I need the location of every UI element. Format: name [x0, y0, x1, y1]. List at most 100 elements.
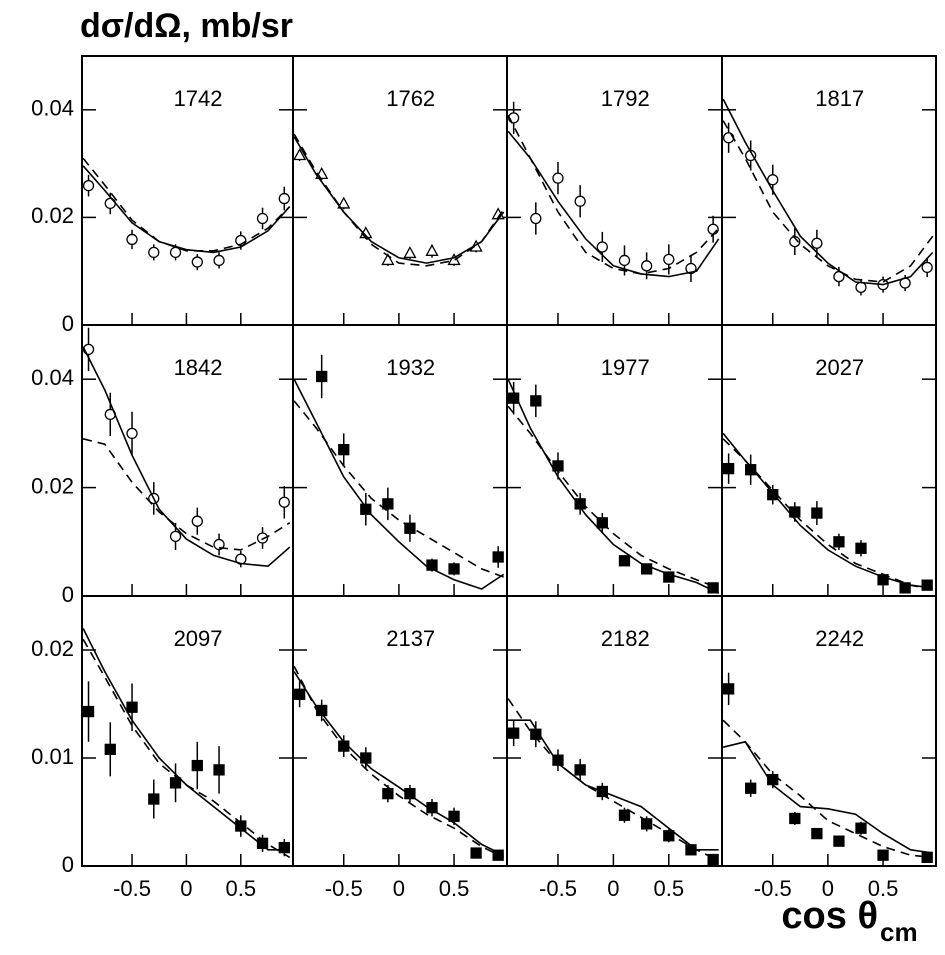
y-tick-label: 0.02 — [31, 636, 74, 661]
marker — [382, 787, 394, 800]
marker — [722, 683, 735, 695]
panel-title: 2027 — [815, 355, 864, 380]
marker — [640, 260, 653, 272]
curve — [293, 671, 505, 856]
y-tick-label: 0 — [62, 582, 74, 607]
curve — [82, 628, 290, 851]
marker — [707, 223, 719, 235]
marker — [921, 261, 933, 274]
marker — [722, 132, 735, 144]
marker — [169, 246, 182, 259]
marker — [767, 174, 779, 186]
y-axis-label: dσ/dΩ, mb/sr — [80, 7, 293, 45]
curve — [293, 400, 504, 578]
marker — [492, 551, 504, 563]
y-tick-label: 0.02 — [31, 203, 74, 228]
curve — [722, 740, 933, 854]
marker — [745, 782, 757, 794]
panel-title: 1762 — [386, 86, 435, 111]
panel-title: 1742 — [174, 86, 223, 111]
marker — [552, 172, 564, 184]
marker — [618, 254, 631, 267]
curve — [293, 133, 505, 267]
marker — [404, 787, 416, 800]
marker — [191, 256, 203, 268]
panel-title: 2097 — [174, 626, 223, 651]
marker — [855, 542, 867, 554]
marker — [338, 444, 350, 456]
y-tick-label: 0.01 — [31, 744, 74, 769]
marker — [921, 579, 933, 591]
marker — [811, 827, 823, 840]
marker — [530, 395, 542, 407]
marker — [745, 464, 757, 476]
marker — [640, 563, 653, 575]
marker — [360, 752, 372, 764]
y-tick-label: 0 — [62, 852, 74, 877]
marker — [618, 555, 631, 567]
marker — [191, 515, 203, 527]
curve — [722, 432, 933, 589]
marker — [104, 197, 116, 210]
marker — [126, 701, 138, 713]
curve — [722, 120, 934, 283]
marker — [293, 688, 306, 700]
marker — [293, 148, 307, 161]
marker — [707, 853, 719, 866]
curve — [508, 719, 719, 851]
marker — [126, 427, 138, 440]
marker — [470, 847, 482, 859]
curve — [82, 157, 291, 252]
x-tick-label: 0.5 — [654, 876, 685, 901]
marker — [169, 530, 182, 543]
marker — [507, 727, 520, 739]
marker — [104, 743, 116, 756]
x-tick-label: 0 — [822, 876, 834, 901]
x-axis-label-sub: cm — [880, 917, 918, 947]
marker — [596, 241, 608, 253]
panel-title: 2182 — [601, 626, 650, 651]
marker — [404, 522, 416, 534]
marker — [425, 243, 439, 256]
marker — [574, 498, 586, 510]
marker — [618, 809, 631, 821]
marker — [278, 841, 290, 854]
marker — [148, 793, 160, 805]
marker — [316, 370, 328, 383]
panel-title: 1842 — [174, 355, 223, 380]
marker — [426, 559, 438, 571]
marker — [278, 496, 290, 508]
curve — [722, 719, 933, 859]
x-tick-label: 0.5 — [868, 876, 899, 901]
panel-title: 1817 — [815, 86, 864, 111]
panel-frame — [721, 595, 937, 867]
marker — [833, 835, 845, 847]
marker — [191, 759, 203, 772]
curve — [293, 136, 505, 264]
marker — [448, 810, 460, 822]
y-tick-label: 0.04 — [31, 365, 74, 390]
curve — [722, 438, 933, 591]
marker — [278, 192, 290, 205]
marker — [811, 507, 823, 519]
marker — [382, 498, 394, 510]
x-tick-label: -0.5 — [754, 876, 792, 901]
curve — [507, 378, 720, 595]
marker — [256, 532, 269, 544]
curve — [82, 165, 291, 254]
x-axis-label: cos θ — [781, 895, 878, 937]
marker — [148, 246, 160, 259]
marker — [126, 233, 138, 246]
marker — [337, 196, 351, 209]
x-tick-label: -0.5 — [113, 876, 151, 901]
marker — [530, 212, 542, 225]
curve — [507, 130, 720, 278]
marker — [811, 237, 823, 249]
marker — [82, 180, 95, 192]
x-tick-label: -0.5 — [325, 876, 363, 901]
marker — [235, 820, 247, 832]
panel-title: 2137 — [386, 626, 435, 651]
marker — [360, 503, 372, 515]
marker — [855, 822, 867, 834]
